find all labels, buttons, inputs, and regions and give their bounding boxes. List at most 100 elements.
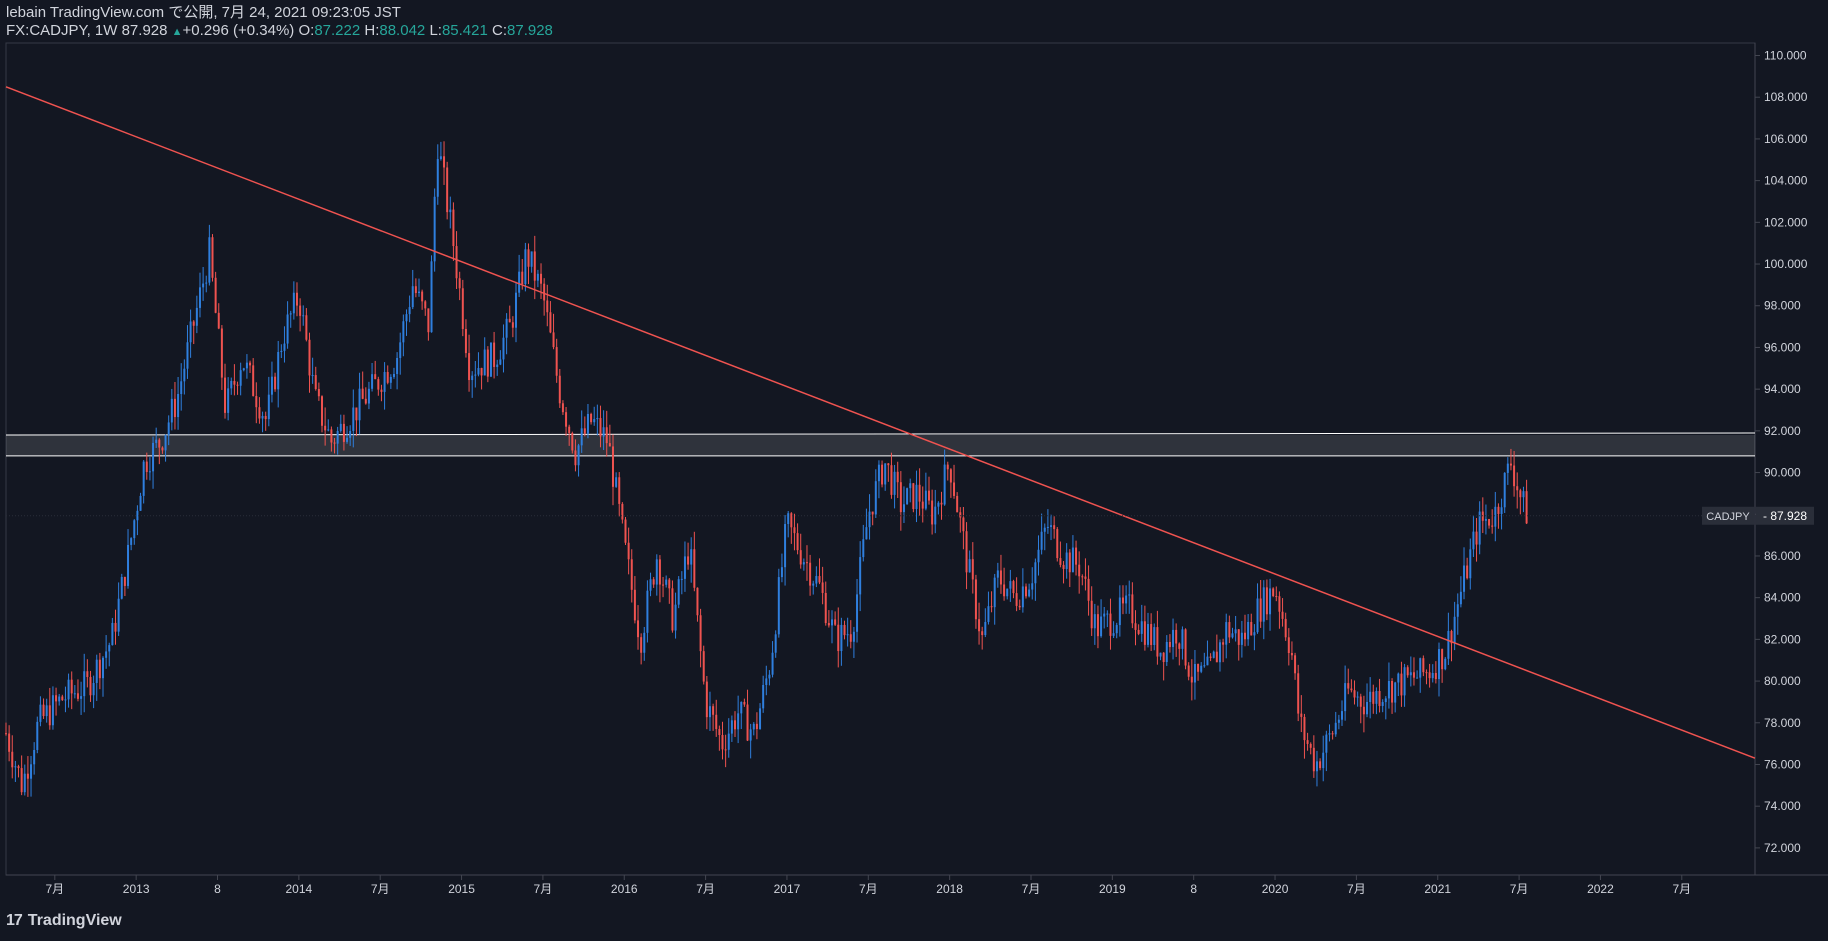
candle-down (1084, 576, 1087, 579)
candle-down (793, 527, 796, 534)
candle-down (249, 362, 252, 366)
candle-down (521, 271, 524, 285)
candle-down (1359, 696, 1362, 707)
candle-down (305, 315, 308, 340)
candle-up (1444, 658, 1447, 670)
candle-up (399, 342, 402, 358)
candle-down (662, 584, 665, 586)
candle-down (702, 651, 705, 682)
candle-down (220, 328, 223, 378)
candle-up (73, 693, 76, 695)
candle-up (130, 538, 133, 545)
candle-down (1190, 676, 1193, 683)
candle-up (1193, 664, 1196, 683)
candle-up (496, 364, 499, 367)
candle-down (214, 277, 217, 313)
candle-up (411, 286, 414, 308)
candle-up (1453, 616, 1456, 644)
candle-up (1394, 682, 1397, 703)
candle-down (308, 339, 311, 376)
candle-down (414, 286, 417, 294)
close-value: 87.928 (507, 22, 553, 39)
candle-up (1115, 625, 1118, 634)
candle-up (884, 463, 887, 485)
candle-up (142, 461, 145, 496)
candle-up (759, 708, 762, 729)
candle-up (1397, 673, 1400, 683)
candle-up (934, 506, 937, 525)
x-tick-label: 7月 (371, 882, 390, 896)
candle-down (565, 412, 568, 427)
candle-up (752, 723, 755, 730)
candle-down (508, 318, 511, 323)
y-tick-label: 96.000 (1764, 340, 1801, 354)
candle-up (646, 590, 649, 633)
price-axis[interactable]: 110.000 108.000 106.000 104.000 102.000 100.0… (1755, 49, 1808, 855)
y-tick-label: 78.000 (1764, 716, 1801, 730)
candle-down (1015, 593, 1018, 606)
candle-down (1087, 578, 1090, 601)
y-tick-label: 72.000 (1764, 841, 1801, 855)
candle-down (978, 619, 981, 632)
candle-down (1056, 529, 1059, 559)
candle-down (1519, 490, 1522, 498)
candle-down (342, 423, 345, 442)
candle-down (912, 483, 915, 510)
candle-up (208, 237, 211, 283)
tradingview-brand[interactable]: 17 TradingView (6, 912, 122, 930)
candle-down (374, 374, 377, 380)
candle-down (956, 495, 959, 513)
trend-line[interactable] (5, 86, 1756, 759)
symbol-label: FX:CADJPY, 1W (6, 22, 118, 39)
candle-up (1212, 651, 1215, 658)
candle-down (274, 376, 277, 390)
time-axis[interactable]: 7月 2013 8 2014 7月 2015 7月 2016 7月 2017 7月 2018 7月 201… (45, 875, 1691, 896)
candle-down (377, 379, 380, 390)
candle-down (574, 450, 577, 466)
candle-up (155, 439, 158, 443)
candle-up (1100, 616, 1103, 637)
candle-down (1068, 552, 1071, 573)
candle-down (145, 461, 148, 472)
candle-down (1265, 587, 1268, 615)
candle-down (1024, 586, 1027, 597)
candle-up (183, 368, 186, 382)
candle-up (1203, 665, 1206, 667)
candle-up (396, 357, 399, 374)
candle-down (1303, 716, 1306, 741)
candle-down (427, 308, 430, 333)
x-tick-label: 2021 (1424, 882, 1451, 896)
candle-up (996, 570, 999, 578)
candle-down (1250, 621, 1253, 636)
candle-down (627, 542, 630, 560)
candle-up (245, 362, 248, 369)
candle-down (696, 587, 699, 616)
candle-down (555, 347, 558, 376)
candle-up (64, 699, 67, 701)
candle-up (1325, 734, 1328, 753)
candle-up (1112, 633, 1115, 636)
candle-up (1231, 633, 1234, 638)
candle-up (277, 351, 280, 390)
candle-up (280, 350, 283, 352)
candle-up (1037, 549, 1040, 563)
publisher-line: lebain TradingView.com で公開, 7月 24, 2021 … (6, 4, 401, 21)
candle-down (295, 292, 298, 306)
candle-up (14, 766, 17, 768)
candle-up (477, 368, 480, 375)
candle-up (205, 282, 208, 284)
candle-up (787, 513, 790, 525)
candle-up (430, 261, 433, 333)
candle-up (1040, 531, 1043, 550)
candle-down (621, 503, 624, 520)
candle-up (471, 375, 474, 381)
resistance-zone[interactable] (5, 432, 1756, 457)
candle-down (8, 733, 11, 752)
candle-down (1222, 642, 1225, 645)
candle-down (637, 620, 640, 638)
candle-up (239, 370, 242, 386)
candle-up (261, 415, 264, 419)
candle-down (1209, 656, 1212, 658)
candle-down (1422, 658, 1425, 673)
